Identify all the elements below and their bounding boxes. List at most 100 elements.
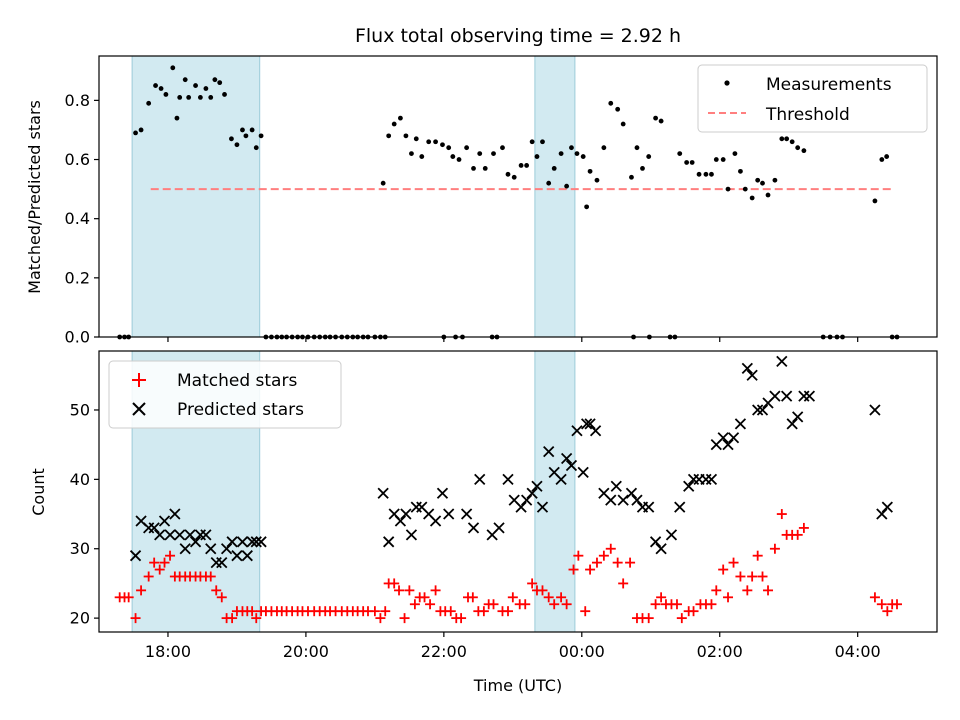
bottom-legend-box (108, 360, 342, 429)
matched-star-point (419, 592, 430, 603)
y-tick-label: 40 (70, 470, 90, 489)
matched-star-point (130, 613, 141, 624)
predicted-star-point (543, 445, 555, 458)
legend-matched-label: Matched stars (177, 371, 297, 391)
predicted-star-point (752, 404, 764, 416)
matched-star-point (735, 571, 746, 582)
matched-star-point (591, 557, 602, 568)
predicted-star-point (565, 459, 578, 472)
measurement-point (629, 174, 634, 180)
matched-star-point (143, 571, 154, 582)
predicted-star-point (383, 536, 395, 548)
measurement-point (658, 118, 664, 124)
measurement-point (409, 151, 414, 157)
predicted-star-point (665, 529, 678, 541)
matched-star-point (573, 550, 584, 561)
measurement-point (540, 139, 545, 145)
matched-star-point (625, 557, 636, 568)
predicted-star-point (467, 522, 480, 534)
chart-title: Flux total observing time = 2.92 h (355, 25, 681, 47)
measurement-point (186, 95, 192, 100)
y-tick-label: 0.2 (65, 268, 90, 287)
matched-star-point (556, 592, 567, 603)
measurement-point (696, 171, 702, 177)
matched-star-point (718, 564, 729, 575)
measurement-point (884, 154, 890, 159)
predicted-star-point (792, 411, 804, 423)
measurement-point (229, 136, 234, 142)
predicted-star-point (255, 536, 267, 548)
measurement-point (801, 148, 807, 154)
predicted-star-point (746, 369, 758, 381)
measurement-point (546, 180, 552, 186)
top-x-ticks (167, 337, 859, 342)
matched-star-point (502, 606, 513, 617)
measurement-point (601, 145, 607, 151)
predicted-star-point (231, 550, 243, 562)
y-tick-label: 0.8 (65, 91, 90, 110)
predicted-star-point (580, 418, 593, 430)
predicted-star-point (154, 529, 166, 541)
measurement-point (732, 151, 738, 157)
predicted-star-point (674, 501, 686, 513)
measurement-point (872, 198, 878, 204)
predicted-star-point (164, 529, 176, 541)
measurement-point (419, 154, 425, 159)
x-tick-label: 04:00 (835, 642, 881, 661)
matched-star-point (149, 557, 160, 568)
predicted-star-point (443, 508, 455, 520)
matched-star-point (227, 613, 238, 624)
measurement-point (784, 136, 790, 142)
predicted-star-point (400, 508, 412, 520)
predicted-star-point (474, 473, 486, 485)
measurement-point (725, 186, 731, 192)
y-tick-label: 50 (70, 400, 90, 419)
measurement-point (500, 145, 505, 151)
predicted-star-point (220, 543, 233, 555)
measurement-point (755, 177, 761, 183)
measurement-point (620, 121, 626, 127)
measurement-point (789, 139, 795, 145)
top-legend-box (697, 64, 928, 133)
measurement-point (738, 168, 743, 174)
measurement-point (426, 139, 432, 145)
measurement-point (174, 115, 180, 121)
matched-star-point (520, 599, 531, 610)
matched-star-point (676, 613, 687, 624)
matched-star-point (671, 599, 682, 610)
measurement-point (234, 142, 240, 148)
predicted-star-point (555, 473, 567, 485)
measurement-point (253, 145, 259, 151)
predicted-star-point (241, 550, 253, 562)
bottom-legend: Matched stars Predicted stars (108, 360, 342, 429)
predicted-star-point (571, 425, 583, 437)
measurement-point (505, 171, 511, 177)
measurement-point (524, 163, 530, 168)
predicted-star-point (200, 529, 212, 541)
matched-star-point (598, 550, 609, 561)
predicted-star-point (803, 390, 816, 402)
measurement-point (608, 100, 614, 106)
measurement-point (197, 95, 203, 100)
predicted-star-point (687, 473, 700, 485)
predicted-star-point (876, 508, 888, 520)
measurement-point (646, 154, 652, 159)
matched-star-point (585, 564, 596, 575)
top-y-axis-label: Matched/Predicted stars (25, 100, 44, 294)
measurement-point (203, 86, 209, 91)
matched-star-point (251, 613, 262, 624)
matched-star-point (792, 529, 803, 540)
measurement-point (477, 151, 483, 157)
predicted-star-point (617, 494, 629, 506)
measurement-point (551, 166, 557, 171)
measurement-point (243, 133, 249, 139)
predicted-star-point (531, 480, 543, 492)
legend-measurement-marker (724, 80, 730, 86)
matched-star-point (389, 578, 400, 589)
measurement-point (433, 139, 438, 145)
measurement-point (574, 151, 580, 157)
measurement-point (569, 145, 574, 151)
measurement-point (158, 86, 164, 91)
measurement-point (584, 204, 590, 210)
measurement-point (391, 121, 397, 127)
